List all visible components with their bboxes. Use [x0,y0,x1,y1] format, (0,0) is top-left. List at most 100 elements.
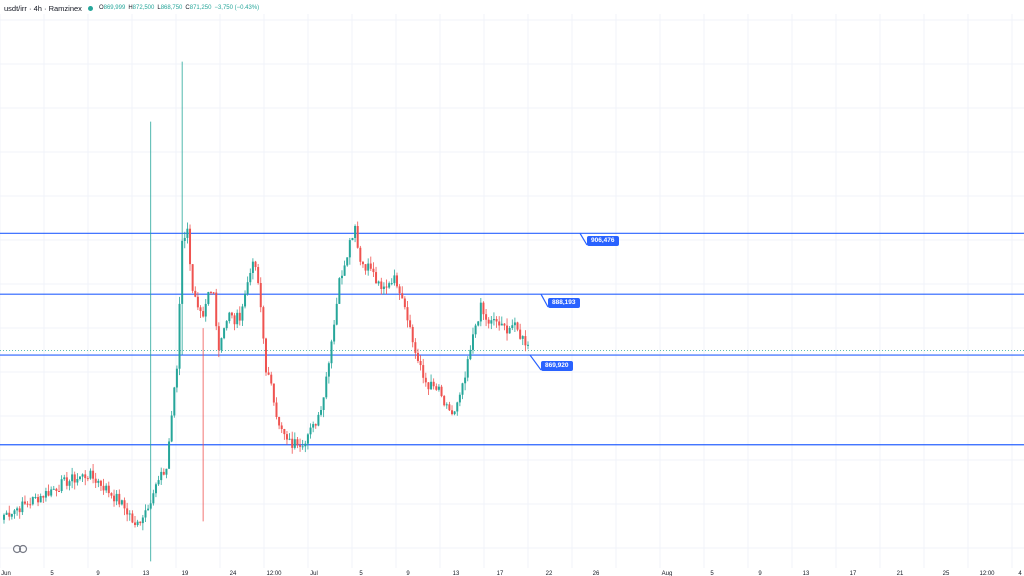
candle-body [356,226,359,248]
low-label: L [157,5,161,11]
time-tick-label: 21 [897,571,904,576]
candle-body [416,352,419,362]
candle-body [382,286,385,289]
candle-body [120,500,123,505]
candle-body [406,307,409,321]
candle-body [220,338,223,351]
candle-body [466,359,469,378]
candle-body [71,474,74,482]
candle-body [320,409,323,415]
candle-body [84,474,87,479]
candle-body [115,493,118,502]
time-tick-label: 19 [182,571,189,576]
candle-body [458,394,461,403]
level-label-888193[interactable]: 888,193 [548,298,580,308]
candle-body [34,497,37,499]
candle-body [521,336,524,339]
candle-body [361,261,364,265]
candle-body [105,485,108,491]
candle-body [322,397,325,410]
close-label: C [185,5,190,11]
market-status-icon [87,5,93,11]
candle-body [238,312,241,321]
candle-body [506,325,509,334]
candle-body [346,257,349,266]
candle-body [21,501,24,513]
candle-body [388,283,391,288]
level-label-869920[interactable]: 869,920 [541,361,573,371]
candle-body [217,326,220,351]
candle-body [474,325,477,335]
candle-body [63,477,66,480]
candle-body [162,471,165,475]
level-label-906476[interactable]: 906,476 [587,236,619,246]
candle-body [259,283,262,308]
candle-body [94,478,97,483]
open-label: O [98,5,104,11]
candlestick-series [3,61,529,562]
candle-body [369,263,372,269]
candle-body [380,281,383,289]
candle-body [50,489,53,496]
candle-body [254,261,257,268]
candle-body [299,445,302,447]
time-tick-label: 5 [50,571,54,576]
candle-body [107,485,110,494]
candle-body [257,267,260,284]
candle-body [23,501,26,504]
time-tick-label: 9 [96,571,100,576]
candle-body [267,372,270,375]
candle-body [354,226,357,239]
candle-body [209,291,212,293]
candle-body [301,446,304,448]
time-tick-label: 12:00 [979,571,995,576]
open-value: 869,999 [103,5,126,11]
candle-body [29,504,32,506]
candle-body [401,293,404,299]
candle-body [60,479,63,492]
candle-body [335,303,338,325]
candle-body [272,383,275,403]
candle-body [338,278,341,304]
candle-body [513,322,516,326]
candle-body [223,328,226,339]
candle-body [270,374,273,384]
candle-body [396,275,398,287]
candle-body [333,324,336,342]
time-tick-label: 13 [143,571,150,576]
candle-body [170,415,173,442]
horizontal-levels[interactable] [0,232,1024,446]
candle-body [42,495,45,498]
candle-body [228,312,231,322]
candle-body [37,497,40,503]
candle-body [178,303,181,369]
candle-body [487,319,490,324]
time-axis[interactable]: Jun 5 9 13 19 24 12:00 Jul 5 9 13 17 22 26 Aug 5 9 13 17 21… [1,571,1022,576]
tradingview-logo-icon[interactable] [12,544,28,554]
candle-body [207,291,210,304]
candle-body [437,386,440,390]
candle-body [191,264,194,291]
candle-body [118,493,121,505]
candle-body [262,307,265,339]
candle-body [265,338,267,373]
candle-body [8,512,11,517]
candle-body [160,471,163,481]
candle-body [278,416,281,426]
candle-body [154,484,157,494]
candle-body [293,439,296,448]
candle-body [508,328,511,334]
symbol-title[interactable]: usdt/irr · 4h · Ramzinex [4,3,82,13]
candle-body [225,321,228,329]
candle-body [280,425,283,430]
candle-body [511,325,514,329]
candle-body [367,263,370,271]
chart-legend: usdt/irr · 4h · Ramzinex O869,999 H872,5… [4,2,259,14]
candle-body [304,443,307,447]
time-tick-label: 26 [593,571,600,576]
candle-body [490,320,493,324]
candle-body [291,438,294,448]
candle-body [152,493,155,504]
candle-body [44,491,47,498]
